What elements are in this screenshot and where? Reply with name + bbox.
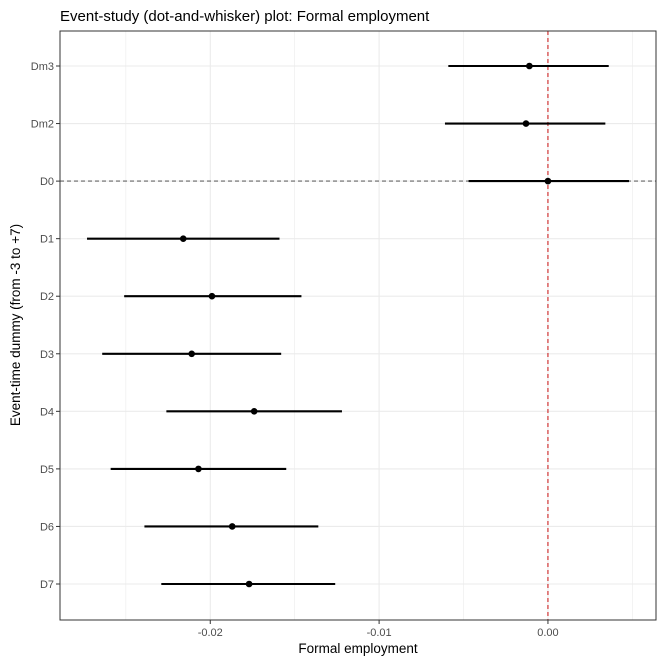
y-tick-label: D5 <box>40 464 54 476</box>
y-tick-label: D2 <box>40 291 54 303</box>
estimate-point-d6 <box>228 523 236 530</box>
y-axis-ticks: Dm3 Dm2 D0 D1 D2 D3 D4 D5 D6 D7 <box>31 61 60 591</box>
reference-lines <box>60 31 656 620</box>
y-tick-label: D0 <box>40 176 54 188</box>
estimate-point-d0 <box>544 177 552 185</box>
estimate-point-d5 <box>195 465 202 473</box>
estimate-point-d2 <box>208 292 216 300</box>
x-axis-title: Formal employment <box>298 641 418 656</box>
estimate-point-dm2 <box>522 120 530 127</box>
chart-title: Event-study (dot-and-whisker) plot: Form… <box>60 8 430 25</box>
x-tick-label: 0.00 <box>537 627 558 639</box>
y-tick-label: D6 <box>40 521 54 533</box>
panel-border <box>59 30 657 621</box>
estimate-point-d1 <box>179 235 187 242</box>
y-tick-label: D1 <box>40 234 54 246</box>
x-tick-label: -0.02 <box>198 627 223 639</box>
estimate-point-d7 <box>245 580 253 588</box>
y-tick-label: Dm3 <box>31 61 54 73</box>
x-tick-label: -0.01 <box>367 627 392 639</box>
estimate-point-dm3 <box>526 62 533 70</box>
estimate-point-d4 <box>250 408 258 415</box>
y-tick-label: Dm2 <box>31 119 54 131</box>
x-axis-ticks: -0.02 -0.01 0.00 <box>198 620 559 639</box>
estimate-point-d3 <box>188 350 195 358</box>
y-axis-title: Event-time dummy (from -3 to +7) <box>8 224 23 426</box>
y-tick-label: D7 <box>40 579 54 591</box>
y-tick-label: D4 <box>40 406 54 418</box>
grid-layer <box>60 31 656 620</box>
point-layer <box>179 62 552 588</box>
y-tick-label: D3 <box>40 349 54 361</box>
